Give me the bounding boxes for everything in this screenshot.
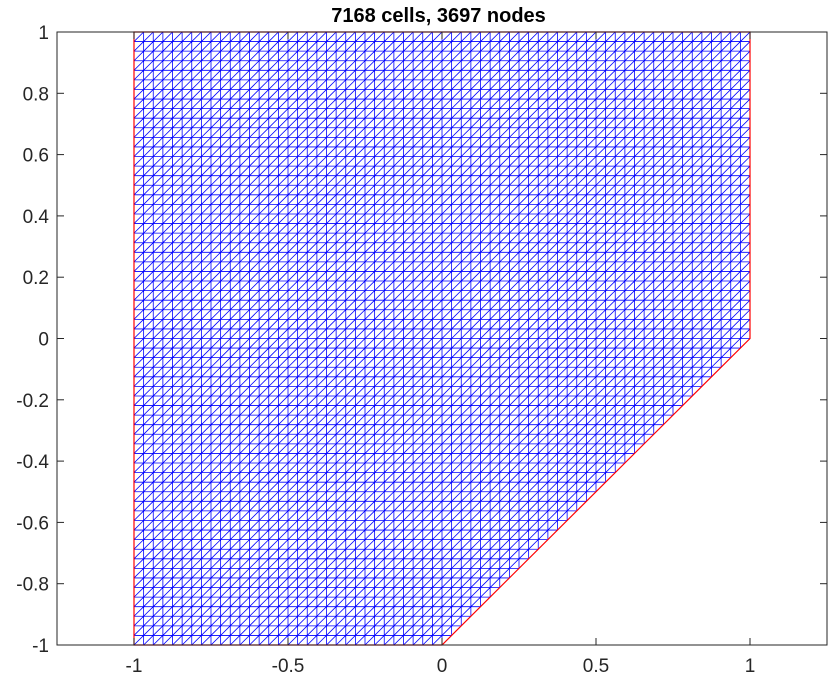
y-tick-label: -0.8 bbox=[16, 575, 49, 596]
y-tick-label: -1 bbox=[32, 636, 49, 657]
y-tick-label: 0.6 bbox=[23, 146, 49, 167]
y-tick-label: 1 bbox=[38, 23, 49, 44]
mesh-edges bbox=[133, 31, 751, 646]
x-tick-label: -0.5 bbox=[272, 656, 305, 677]
y-tick-label: -0.4 bbox=[16, 452, 49, 473]
y-tick-label: 0.8 bbox=[23, 84, 49, 105]
x-tick-label: 0.5 bbox=[583, 656, 609, 677]
chart-title: 7168 cells, 3697 nodes bbox=[331, 5, 546, 27]
y-tick-label: 0.2 bbox=[23, 268, 49, 289]
mesh-layer bbox=[133, 31, 751, 646]
y-tick-label: 0 bbox=[38, 330, 49, 351]
x-tick-label: 0 bbox=[437, 656, 448, 677]
tick-layer: -1 -0.5 0 0.5 1 -1 -0.8 -0.6 -0.4 -0.2 0 0.2 0.4 0.6 0… bbox=[16, 23, 827, 677]
y-tick-label: -0.6 bbox=[16, 513, 49, 534]
x-tick-label: 1 bbox=[745, 656, 756, 677]
y-tick-label: -0.2 bbox=[16, 391, 49, 412]
y-tick-label: 0.4 bbox=[23, 207, 50, 228]
x-tick-label: -1 bbox=[126, 656, 143, 677]
